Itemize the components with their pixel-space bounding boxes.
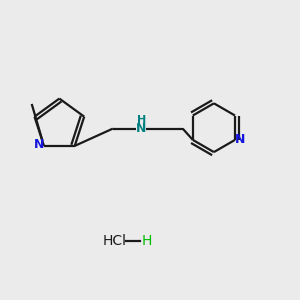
Text: N: N (34, 138, 44, 151)
Text: H: H (137, 115, 146, 125)
Text: N: N (136, 122, 146, 135)
Text: H: H (142, 234, 152, 248)
Text: HCl: HCl (102, 234, 126, 248)
Text: N: N (235, 133, 245, 146)
